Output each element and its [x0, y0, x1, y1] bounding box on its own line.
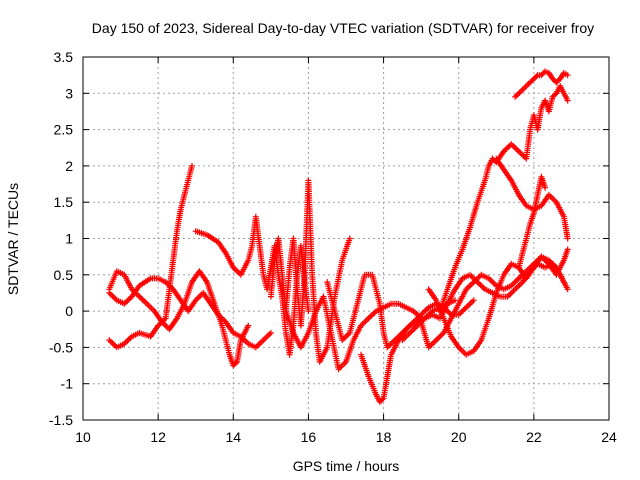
x-tick-label: 16	[301, 429, 317, 445]
y-tick-label: -1.5	[49, 412, 73, 428]
x-tick-label: 20	[451, 429, 467, 445]
data-series	[106, 68, 571, 405]
y-axis-tick-labels: -1.5 -1 -0.5 0 0.5 1 1.5 2 2.5 3 3.5	[49, 49, 73, 428]
series-trace-j	[418, 253, 567, 351]
data-point	[542, 184, 549, 191]
chart-title: Day 150 of 2023, Sidereal Day-to-day VTE…	[92, 20, 594, 36]
series-trace-h	[358, 297, 477, 405]
axes	[82, 56, 610, 421]
y-tick-label: 1	[65, 231, 73, 247]
grid	[83, 57, 609, 420]
data-point	[232, 360, 239, 367]
y-axis-title: SDTVAR / TECUs	[5, 183, 21, 295]
series-trace-a	[106, 162, 195, 351]
data-point	[564, 286, 571, 293]
y-tick-label: 0.5	[54, 267, 74, 283]
series-trace-k	[425, 246, 571, 358]
series-trace-l	[436, 83, 571, 315]
series-trace-n	[512, 68, 571, 100]
x-tick-label: 22	[526, 429, 542, 445]
data-point	[560, 279, 567, 286]
y-tick-label: 2	[65, 158, 73, 174]
series-trace-f	[282, 293, 425, 373]
data-point	[564, 72, 571, 79]
data-point	[564, 246, 571, 253]
data-point	[379, 396, 386, 403]
data-point	[533, 73, 540, 80]
data-point	[452, 297, 458, 304]
y-tick-label: 1.5	[54, 194, 74, 210]
x-axis-title: GPS time / hours	[293, 458, 400, 474]
series-trace-c	[106, 275, 274, 351]
x-tick-label: 10	[75, 429, 91, 445]
y-tick-label: 3	[65, 85, 73, 101]
y-tick-label: 3.5	[54, 49, 74, 65]
x-tick-label: 14	[225, 429, 241, 445]
x-tick-label: 24	[601, 429, 617, 445]
data-point	[267, 329, 274, 336]
series-trace-o	[515, 173, 549, 271]
data-point	[564, 97, 571, 104]
x-axis-tick-labels: 10 12 14 16 18 20 22 24	[75, 429, 617, 445]
y-tick-label: -1	[61, 376, 74, 392]
plot-border	[82, 56, 610, 421]
x-tick-label: 18	[376, 429, 392, 445]
data-point	[305, 308, 312, 315]
y-tick-label: 0	[65, 303, 73, 319]
y-tick-label: -0.5	[49, 339, 73, 355]
data-point	[470, 297, 477, 304]
y-tick-label: 2.5	[54, 122, 74, 138]
data-point	[189, 162, 195, 169]
x-tick-label: 12	[150, 429, 166, 445]
data-point	[245, 322, 252, 329]
series-trace-m	[493, 155, 571, 242]
data-point	[346, 235, 353, 242]
series-trace-b	[106, 268, 252, 369]
data-point	[564, 235, 571, 242]
